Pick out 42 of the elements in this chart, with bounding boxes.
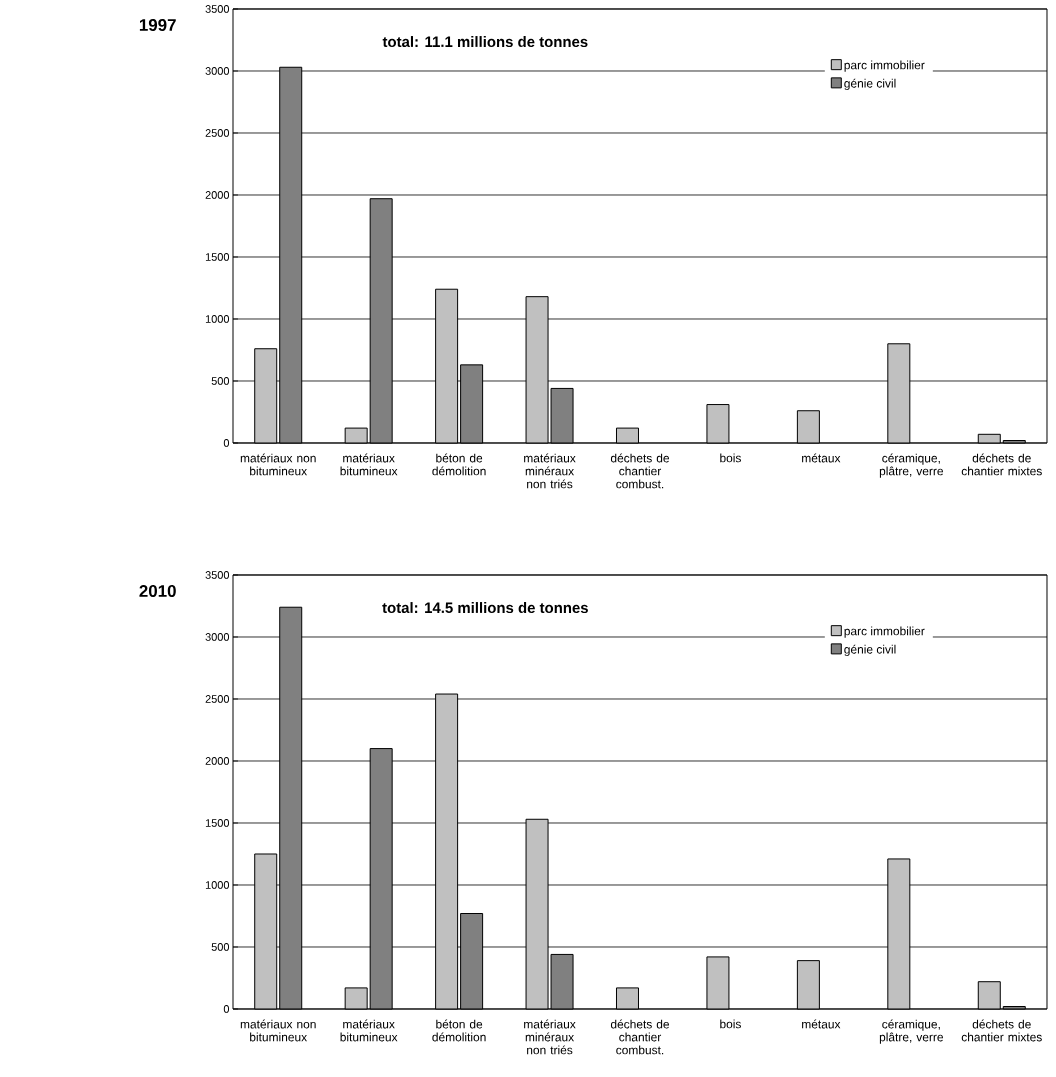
x-tick-label: matériaux bitumineux: [340, 453, 398, 476]
y-tick-label: 0: [223, 1005, 230, 1013]
y-tick-label: 0: [223, 439, 230, 447]
legend-label: parc immobilier: [844, 60, 925, 72]
legend-label: génie civil: [844, 78, 896, 91]
x-tick-label: matériaux minéraux non triés: [524, 453, 576, 489]
x-tick-label: céramique, plâtre, verre: [879, 1019, 943, 1044]
x-tick-label: métaux: [802, 1019, 841, 1029]
x-tick-label: matériaux non bitumineux: [240, 1019, 316, 1042]
x-tick-label: matériaux bitumineux: [340, 1019, 398, 1042]
y-tick-label: 3500: [205, 5, 230, 13]
legend-label: parc immobilier: [844, 626, 925, 638]
x-tick-label: béton de démolition: [432, 453, 486, 476]
y-tick-label: 2500: [205, 129, 230, 137]
y-tick-label: 1000: [205, 315, 230, 323]
y-tick-label: 1500: [205, 253, 230, 261]
x-tick-label: céramique, plâtre, verre: [879, 453, 943, 478]
x-tick-label: déchets de chantier combust.: [610, 1019, 670, 1055]
text: total: 14.5 millions de tonnes: [382, 602, 588, 614]
x-tick-label: déchets de chantier mixtes: [961, 453, 1042, 476]
x-tick-label: bois: [720, 1019, 741, 1029]
x-tick-label: matériaux minéraux non triés: [524, 1019, 576, 1055]
x-tick-label: béton de démolition: [432, 1019, 486, 1042]
y-tick-label: 2000: [205, 757, 230, 765]
x-tick-label: matériaux non bitumineux: [240, 453, 316, 476]
y-tick-label: 1000: [205, 881, 230, 889]
x-tick-label: bois: [720, 453, 741, 463]
y-tick-label: 1500: [205, 819, 230, 827]
chart-title: 2010: [139, 585, 176, 598]
y-tick-label: 500: [211, 943, 230, 951]
x-tick-label: déchets de chantier combust.: [610, 453, 670, 489]
y-tick-label: 3500: [205, 571, 230, 579]
chart-title: 1997: [139, 19, 176, 32]
y-tick-label: 500: [211, 377, 230, 385]
x-tick-label: déchets de chantier mixtes: [961, 1019, 1042, 1042]
y-tick-label: 2000: [205, 191, 230, 199]
y-tick-label: 2500: [205, 695, 230, 703]
y-tick-label: 3000: [205, 633, 230, 641]
x-tick-label: métaux: [802, 453, 841, 463]
y-tick-label: 3000: [205, 67, 230, 75]
legend-label: génie civil: [844, 644, 896, 657]
text: total: 11.1 millions de tonnes: [382, 36, 588, 48]
